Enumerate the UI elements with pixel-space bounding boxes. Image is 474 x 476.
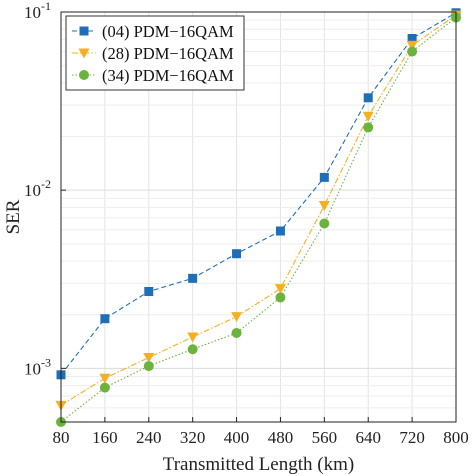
x-tick-label: 320: [180, 428, 206, 447]
legend-label: (34) PDM−16QAM: [102, 66, 234, 85]
series-line: [60, 17, 457, 423]
legend: (04) PDM−16QAM (28) PDM−16QAM (34) PDM−16Q…: [65, 15, 245, 91]
data-point: [363, 93, 373, 103]
legend-marker: [79, 26, 89, 36]
data-point: [187, 332, 199, 343]
series: [55, 10, 462, 411]
data-point: [407, 46, 418, 57]
data-point: [363, 122, 374, 133]
legend-marker: [78, 48, 90, 59]
series-line: [60, 12, 457, 376]
y-tick-label: 10-2: [24, 177, 51, 200]
data-point: [362, 111, 374, 122]
data-point: [406, 40, 418, 51]
data-point: [188, 273, 198, 283]
data-point: [143, 353, 155, 364]
grid: [60, 11, 457, 423]
data-point: [275, 292, 286, 303]
legend-label: (04) PDM−16QAM: [102, 22, 234, 41]
data-point: [143, 361, 154, 372]
data-point: [99, 373, 111, 384]
data-point: [100, 314, 110, 324]
data-point: [319, 172, 329, 182]
series-line: [60, 14, 457, 406]
y-axis: 10-3 10-2 10-1: [24, 0, 66, 378]
x-tick-label: 720: [399, 428, 425, 447]
x-tick-label: 400: [224, 428, 250, 447]
x-tick-label: 80: [53, 428, 70, 447]
data-point: [407, 34, 417, 44]
x-tick-label: 480: [268, 428, 294, 447]
data-point: [99, 382, 110, 393]
data-point: [187, 344, 198, 355]
y-tick-label: 10-3: [24, 355, 51, 378]
x-tick-label: 640: [355, 428, 381, 447]
legend-entry: (28) PDM−16QAM: [72, 44, 234, 63]
legend-entry: (34) PDM−16QAM: [72, 66, 234, 85]
legend-label: (28) PDM−16QAM: [102, 44, 234, 63]
x-tick-label: 160: [92, 428, 118, 447]
data-point: [319, 218, 330, 229]
data-point: [231, 312, 243, 323]
data-point: [232, 249, 242, 259]
x-axis-label: Transmitted Length (km): [163, 454, 354, 475]
data-point: [274, 284, 286, 295]
y-axis-label: SER: [3, 199, 24, 234]
x-axis: 80 160 240 320 400 480 560 640 720 800: [53, 417, 469, 447]
data-point: [144, 287, 154, 297]
data-point: [275, 226, 285, 236]
x-tick-label: 800: [443, 428, 469, 447]
y-tick-label: 10-1: [24, 0, 51, 22]
x-tick-label: 560: [312, 428, 338, 447]
plot-area: [55, 8, 462, 427]
data-point: [231, 327, 242, 338]
legend-marker: [79, 70, 89, 80]
x-tick-label: 240: [136, 428, 162, 447]
axes-frame: [60, 11, 457, 423]
data-point: [318, 201, 330, 212]
legend-entry: (04) PDM−16QAM: [72, 22, 234, 41]
